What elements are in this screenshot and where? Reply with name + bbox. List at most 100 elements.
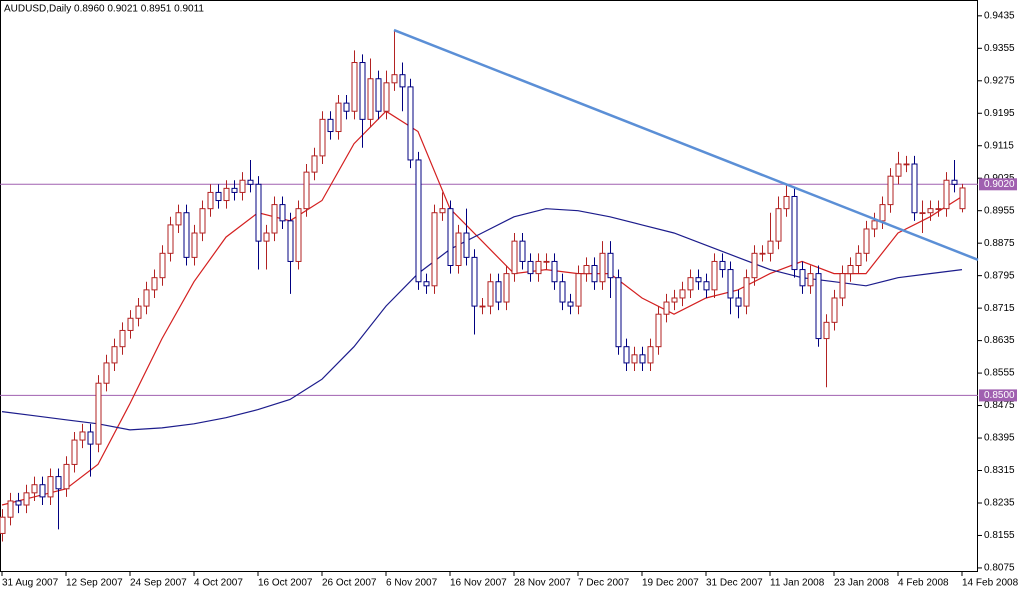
y-tick-label: 0.9355 [984, 43, 1015, 54]
candle-body [599, 252, 606, 283]
candle-body [0, 516, 6, 534]
moving-average [1, 110, 963, 506]
candle-body [719, 260, 726, 271]
candle-body [359, 62, 366, 120]
candle-body [183, 212, 190, 258]
candle-body [695, 277, 702, 283]
candle-body [351, 62, 358, 112]
y-tick-label: 0.8475 [984, 400, 1015, 411]
candle-body [655, 313, 662, 348]
candle-body [279, 204, 286, 222]
candle-body [567, 301, 574, 307]
candle-body [863, 228, 870, 254]
candle-body [927, 208, 934, 214]
candle-body [415, 159, 422, 283]
candle-body [423, 281, 430, 287]
candle-body [215, 191, 222, 202]
level-label-box [979, 389, 1017, 402]
candle-body [287, 220, 294, 262]
candle-body [335, 102, 342, 133]
candle-body [447, 208, 454, 266]
y-tick-label: 0.9115 [984, 140, 1014, 151]
candle-body [119, 329, 126, 348]
candle-body [143, 289, 150, 307]
candle-body [871, 220, 878, 230]
candle-body [583, 264, 590, 275]
candle-body [31, 484, 38, 494]
candle-body [95, 382, 102, 445]
candle-body [111, 346, 118, 364]
x-tick-label: 16 Nov 2007 [450, 578, 507, 589]
y-tick-label: 0.8555 [984, 368, 1015, 379]
candle-body [663, 301, 670, 315]
candle-body [847, 264, 854, 275]
candle-body [495, 281, 502, 303]
candle-body [87, 431, 94, 445]
candle-body [527, 260, 534, 275]
x-tick-label: 23 Jan 2008 [834, 578, 889, 589]
x-tick-label: 19 Dec 2007 [642, 578, 699, 589]
candle-body [671, 297, 678, 303]
candle-body [911, 163, 918, 214]
candle-body [407, 86, 414, 161]
candle-body [823, 321, 830, 340]
candle-body [463, 232, 470, 258]
candle-body [159, 252, 166, 279]
candle-body [223, 187, 230, 202]
candle-body [887, 175, 894, 206]
candle-body [247, 179, 254, 185]
y-tick-label: 0.9195 [984, 108, 1015, 119]
candle-body [271, 204, 278, 234]
y-tick-label: 0.9435 [984, 10, 1015, 21]
candle-body [431, 212, 438, 287]
x-tick-label: 6 Nov 2007 [386, 578, 438, 589]
candle-body [295, 208, 302, 262]
candle-body [767, 240, 774, 254]
candle-body [559, 281, 566, 303]
candle-body [743, 277, 750, 307]
candle-body [815, 273, 822, 340]
y-tick-label: 0.8875 [984, 238, 1015, 249]
candle-body [639, 354, 646, 364]
x-tick-label: 24 Sep 2007 [130, 578, 187, 589]
x-tick-label: 11 Jan 2008 [770, 578, 825, 589]
candle-body [783, 195, 790, 210]
candle-body [367, 78, 374, 120]
x-tick-label: 7 Dec 2007 [578, 578, 630, 589]
y-tick-label: 0.8635 [984, 335, 1015, 346]
candle-body [591, 264, 598, 283]
candle-body [207, 191, 214, 210]
candle-body [39, 484, 46, 498]
y-tick-label: 0.8395 [984, 433, 1015, 444]
candle-body [303, 171, 310, 210]
candle-body [327, 118, 334, 133]
candle-body [15, 500, 22, 506]
candle-body [631, 354, 638, 364]
candle-body [615, 277, 622, 348]
candle-body [391, 74, 398, 84]
candle-body [255, 183, 262, 242]
candle-body [311, 155, 318, 173]
y-tick-label: 0.8155 [984, 530, 1015, 541]
candle-body [647, 346, 654, 364]
candle-body [543, 260, 550, 263]
candle-body [951, 179, 958, 185]
level-label: 0.9020 [984, 179, 1015, 190]
y-tick-label: 0.8235 [984, 498, 1015, 509]
chart-title: AUDUSD,Daily 0.8960 0.9021 0.8951 0.9011 [4, 4, 204, 15]
candle-body [399, 74, 406, 88]
candle-body [935, 208, 942, 210]
candle-body [831, 297, 838, 323]
trendline [393, 28, 979, 261]
y-tick-label: 0.8715 [984, 303, 1015, 314]
candle-body [503, 273, 510, 303]
y-tick-label: 0.9275 [984, 75, 1015, 86]
candle-body [439, 208, 446, 214]
candle-body [479, 305, 486, 308]
candle-body [471, 256, 478, 307]
candle-body [759, 252, 766, 255]
candle-body [895, 163, 902, 177]
level-label-box [979, 178, 1017, 191]
candle-body [23, 492, 30, 506]
